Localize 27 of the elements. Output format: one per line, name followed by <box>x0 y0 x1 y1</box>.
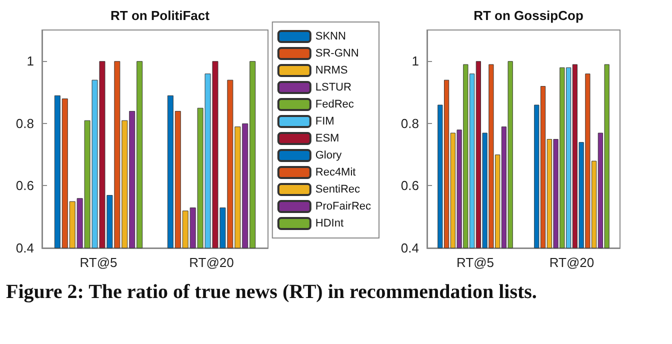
x-tick-label: RT@20 <box>189 255 234 270</box>
y-tick-label: 1 <box>26 54 34 69</box>
legend-label: NRMS <box>315 64 348 76</box>
y-tick-label: 0.6 <box>400 178 419 194</box>
y-tick-label: 0.8 <box>400 116 419 131</box>
chart-title: RT on PolitiFact <box>110 8 210 23</box>
legend-label: SKNN <box>315 30 346 42</box>
legend-label: SentiRec <box>315 184 361 196</box>
y-tick-label: 0.6 <box>16 178 34 194</box>
legend-label: ProFairRec <box>315 200 372 212</box>
caption: Figure 2: The ratio of true news (RT) in recommendation lists. <box>6 280 538 304</box>
legend-label: FedRec <box>315 98 354 110</box>
legend-label: ESM <box>315 132 340 144</box>
x-tick-label: RT@20 <box>549 255 594 270</box>
legend-label: Rec4Mit <box>315 166 356 178</box>
legend-label: Glory <box>315 150 342 162</box>
legend-label: FIM <box>315 116 334 128</box>
legend-label: SR-GNN <box>315 48 359 60</box>
legend-label: HDInt <box>315 218 344 230</box>
chart-title: RT on GossipCop <box>474 8 584 23</box>
y-tick-label: 0.8 <box>16 116 34 131</box>
y-tick-label: 0.4 <box>16 240 34 256</box>
legend-label: LSTUR <box>315 82 352 94</box>
y-tick-label: 0.4 <box>400 240 419 256</box>
x-tick-label: RT@5 <box>456 255 494 270</box>
x-tick-label: RT@5 <box>80 255 118 270</box>
y-tick-label: 1 <box>412 54 419 69</box>
